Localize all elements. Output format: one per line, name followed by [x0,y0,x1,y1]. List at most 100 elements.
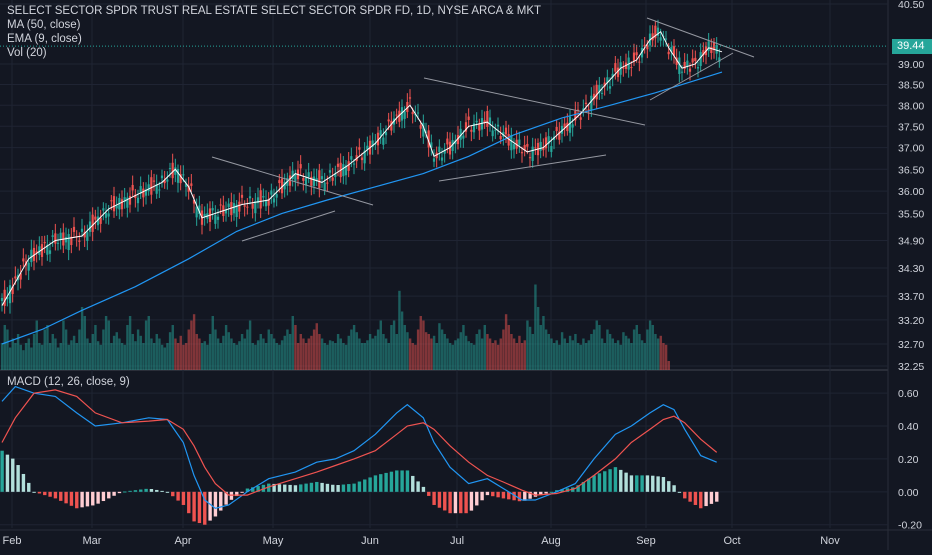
volume-bar [251,343,254,370]
candle-body [104,212,108,218]
macd-histogram-bar [672,485,676,492]
volume-bar [248,320,252,370]
volume-bar [408,338,412,370]
volume-bar [454,340,457,370]
volume-bar [395,334,398,370]
candle-body [235,204,238,217]
candle-body [267,199,270,206]
candle-body [563,123,566,128]
volume-bar [86,338,89,370]
candle-body [358,147,361,150]
volume-bar [179,335,182,370]
price-tick-label: 38.00 [898,100,924,112]
volume-bar [496,344,500,370]
candle-body [678,57,681,74]
macd-histogram-bar [224,491,228,505]
macd-histogram-bar [384,472,388,492]
volume-bar [526,320,529,370]
macd-histogram-bar [203,491,207,525]
volume-bar [256,340,260,370]
volume-bar [104,316,108,370]
candle-body [283,181,286,190]
ma-legend: MA (50, close) [7,19,81,31]
candle-body [166,179,169,182]
volume-bar [264,343,268,370]
candle-body [147,184,150,192]
volume-bar [67,344,70,370]
candle-body [504,127,508,135]
macd-legend: MACD (12, 26, close, 9) [7,376,130,388]
macd-histogram-bar [160,490,164,492]
volume-bar [291,316,294,370]
candle-body [275,194,278,198]
volume-bar [230,338,233,370]
candle-body [35,251,38,253]
candle-body [102,208,105,211]
candle-body [150,177,153,195]
candle-body [555,126,558,132]
macd-histogram-bar [667,481,671,492]
volume-bar [46,325,49,370]
volume-bar [635,325,638,370]
candle-body [51,235,54,237]
candle-body [224,209,228,214]
candle-body [72,226,76,232]
candle-body [544,137,548,149]
volume-bar [566,343,569,370]
candle-body [46,244,49,255]
candle-body [344,165,348,176]
candle-body [694,57,697,62]
volume-bar [22,350,25,370]
volume-bar [323,343,326,370]
volume-bar [107,320,110,370]
candle-body [494,129,497,131]
macd-histogram-bar [688,491,692,502]
volume-bar [78,329,81,370]
candle-body [518,139,521,145]
volume-bar [592,329,596,370]
volume-bar [424,332,428,370]
price-tick-label: 33.70 [898,291,924,303]
volume-bar [646,329,649,370]
volume-bar [440,329,444,370]
candle-body [560,125,564,134]
macd-histogram-bar [21,473,26,492]
candle-body [43,241,46,244]
volume-bar [270,334,273,370]
candle-body [328,170,332,173]
candle-body [398,110,401,122]
macd-histogram-bar [219,491,223,511]
candle-body [379,130,382,136]
candle-body [27,262,30,271]
volume-bar [523,340,526,370]
macd-histogram-bar [539,491,543,496]
volume-bar [8,347,12,370]
candle-body [278,180,281,184]
candle-body [454,140,457,145]
volume-bar [488,338,492,370]
x-tick-label: Oct [723,535,740,547]
volume-bar [478,329,481,370]
volume-bar [235,344,238,370]
macd-histogram-bar [325,483,330,492]
volume-bar [94,325,97,370]
candle-body [168,168,172,170]
volume-bar [579,344,582,370]
candle-body [0,297,4,302]
volume-bar [155,334,158,370]
volume-bar [544,329,548,370]
candle-body [99,217,102,224]
candle-body [566,122,569,132]
candle-body [366,145,369,150]
candle-body [174,167,177,175]
candle-body [363,150,366,164]
volume-bar [448,343,452,370]
candle-body [422,122,425,137]
macd-histogram-bar [501,491,506,499]
macd-histogram-bar [299,484,303,492]
candle-body [78,240,81,242]
volume-bar [374,335,377,370]
macd-histogram-bar [267,483,271,492]
